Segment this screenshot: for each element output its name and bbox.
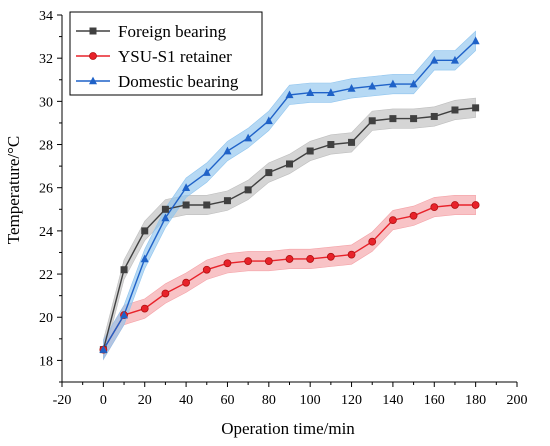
y-tick-label-9: 34 <box>39 9 53 24</box>
point-series-1-9 <box>265 169 273 177</box>
point-series-3-16 <box>409 79 418 88</box>
x-tick-label-6: 80 <box>262 393 276 408</box>
x-tick-label-1: -20 <box>53 393 72 408</box>
point-series-1-3 <box>141 227 149 235</box>
point-series-3-7 <box>223 146 232 155</box>
point-series-1-10 <box>286 160 293 168</box>
point-series-3-9 <box>264 116 273 125</box>
y-tick-label-6: 28 <box>39 139 53 154</box>
point-series-3-1 <box>99 345 108 353</box>
point-series-3-14 <box>368 81 377 90</box>
point-series-1-8 <box>244 186 252 194</box>
point-series-2-5 <box>182 278 190 287</box>
band-series-1 <box>103 97 476 360</box>
point-series-3-11 <box>306 88 315 97</box>
y-tick-label-7: 30 <box>39 95 53 110</box>
point-series-1-2 <box>120 266 128 274</box>
legend-marker-2 <box>89 52 97 60</box>
legend-marker-3 <box>88 76 98 85</box>
point-series-2-15 <box>389 216 397 224</box>
y-tick-label-5: 26 <box>39 182 53 197</box>
tick-labels: -20 0 20 40 60 80 100 120 140 160 180 200 18 20 22 24 26… <box>39 9 528 408</box>
point-series-3-13 <box>347 83 356 92</box>
point-series-2-17 <box>430 203 439 212</box>
legend-label-1: Foreign bearing <box>118 22 227 41</box>
point-series-3-15 <box>388 79 397 88</box>
point-series-3-3 <box>140 254 149 263</box>
point-series-1-13 <box>348 138 356 146</box>
y-tick-label-2: 20 <box>39 311 53 326</box>
point-series-2-10 <box>285 255 294 263</box>
point-series-3-19 <box>471 36 480 45</box>
x-axis-title: Operation time/min <box>221 419 355 438</box>
point-series-2-11 <box>306 255 315 263</box>
band-series-2 <box>103 195 476 361</box>
x-tick-label-5: 60 <box>220 393 234 408</box>
point-series-2-8 <box>244 257 253 266</box>
y-tick-label-1: 18 <box>39 354 53 369</box>
point-series-2-18 <box>451 201 459 209</box>
point-series-1-18 <box>451 106 459 114</box>
point-series-2-19 <box>471 201 480 209</box>
legend-marker-1 <box>89 27 97 35</box>
point-series-2-13 <box>347 250 356 259</box>
legend-label-2: YSU-S1 retainer <box>118 47 232 66</box>
point-series-2-7 <box>223 259 232 268</box>
x-tick-label-8: 120 <box>341 393 362 408</box>
x-tick-label-7: 100 <box>300 393 321 408</box>
point-series-1-4 <box>161 205 169 213</box>
point-series-1-11 <box>306 147 314 155</box>
point-series-1-12 <box>327 141 335 149</box>
point-series-2-16 <box>409 211 418 220</box>
point-series-1-6 <box>203 201 211 209</box>
point-series-3-6 <box>202 168 211 176</box>
x-tick-label-2: 0 <box>100 393 107 408</box>
x-tick-label-12: 200 <box>507 393 528 408</box>
point-series-2-14 <box>368 237 377 246</box>
point-series-1-7 <box>223 197 231 205</box>
point-series-2-9 <box>264 257 273 266</box>
tick-marks <box>57 14 518 387</box>
x-tick-label-3: 20 <box>138 393 152 408</box>
series-markers <box>99 36 480 354</box>
point-series-1-19 <box>472 104 480 112</box>
x-tick-label-4: 40 <box>179 393 193 408</box>
point-series-1-17 <box>430 112 438 120</box>
y-axis-title: Temperature/°C <box>4 136 23 245</box>
point-series-3-18 <box>450 55 459 64</box>
point-series-3-10 <box>285 90 294 99</box>
point-series-2-6 <box>202 265 211 274</box>
legend: Foreign bearing YSU-S1 retainer Domestic b… <box>69 11 263 96</box>
point-series-3-17 <box>430 55 439 64</box>
point-series-3-2 <box>120 310 129 319</box>
y-tick-label-8: 32 <box>39 52 53 67</box>
point-series-1-14 <box>368 117 376 125</box>
point-series-3-4 <box>161 213 170 222</box>
x-tick-label-11: 180 <box>465 393 486 408</box>
x-tick-label-9: 140 <box>382 393 403 408</box>
point-series-2-12 <box>326 252 335 261</box>
point-series-3-8 <box>244 133 253 142</box>
point-series-1-5 <box>182 201 190 209</box>
point-series-2-3 <box>140 304 149 313</box>
x-tick-label-10: 160 <box>424 393 445 408</box>
y-tick-label-3: 22 <box>39 268 53 283</box>
point-series-3-5 <box>182 183 191 192</box>
point-series-3-12 <box>326 88 335 97</box>
point-series-1-16 <box>410 115 418 123</box>
point-series-2-4 <box>161 289 170 298</box>
legend-label-3: Domestic bearing <box>118 72 239 91</box>
point-series-1-15 <box>389 115 397 123</box>
legend-box <box>69 11 263 96</box>
y-tick-label-4: 24 <box>39 225 53 240</box>
